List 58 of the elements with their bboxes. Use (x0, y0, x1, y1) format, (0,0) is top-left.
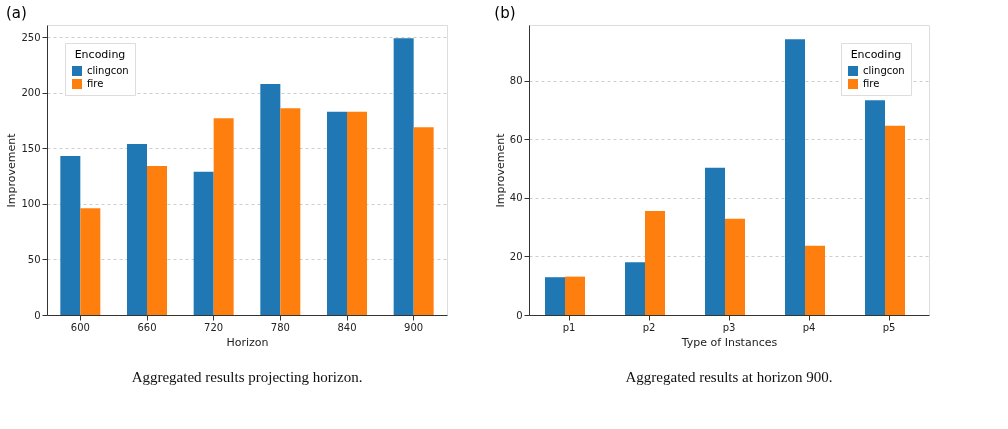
bar (805, 245, 825, 315)
bar (865, 100, 885, 315)
y-axis-title: Improvement (5, 132, 19, 208)
bar (327, 111, 347, 315)
y-axis-title: Improvement (493, 132, 507, 208)
bar (347, 111, 367, 315)
text: Aggregated results projecting horizon. (131, 369, 363, 385)
bar (885, 125, 905, 315)
bar (625, 262, 645, 315)
chart-title: (b) (494, 4, 516, 22)
legend-label: fire (863, 78, 880, 89)
bar (545, 277, 565, 315)
y-tick-label: 0 (516, 309, 523, 321)
x-tick-label: p4 (802, 321, 816, 333)
x-tick-label: 720 (204, 321, 224, 333)
y-tick-label: 100 (21, 198, 41, 210)
legend-title: Encoding (850, 48, 902, 61)
bar (785, 39, 805, 315)
bar (213, 118, 234, 315)
x-tick-label: 840 (337, 321, 357, 333)
bar (193, 171, 214, 315)
legend-label: clingcon (863, 65, 905, 76)
text: Aggregated results at horizon 900. (625, 369, 833, 385)
legend-title: Encoding (74, 48, 126, 61)
x-tick-label: p2 (642, 321, 656, 333)
bar (413, 127, 434, 315)
y-tick-label: 250 (21, 31, 41, 43)
bar (280, 108, 301, 315)
x-tick-label: 600 (70, 321, 90, 333)
y-tick-label: 20 (509, 250, 523, 262)
bar (565, 276, 585, 315)
bar (725, 218, 745, 315)
y-tick-label: 150 (21, 142, 41, 154)
x-tick-label: 780 (270, 321, 290, 333)
x-axis-title: Horizon (226, 335, 269, 349)
y-tick-label: 80 (509, 75, 523, 87)
x-tick-label: 660 (137, 321, 157, 333)
bar (147, 166, 167, 315)
bar (393, 38, 414, 315)
y-tick-label: 60 (509, 133, 523, 145)
bar (80, 208, 101, 315)
x-tick-label: p5 (882, 321, 896, 333)
y-tick-label: 50 (27, 253, 41, 265)
x-tick-label: p1 (562, 321, 576, 333)
legend-label: fire (87, 78, 104, 89)
bar (705, 167, 725, 315)
y-tick-label: 0 (34, 309, 41, 321)
y-tick-label: 40 (509, 192, 523, 204)
legend-label: clingcon (87, 65, 129, 76)
x-tick-label: 900 (404, 321, 424, 333)
x-tick-label: p3 (722, 321, 736, 333)
bar (645, 211, 665, 315)
chart-title: (a) (5, 4, 27, 22)
x-axis-title: Type of Instances (680, 335, 778, 349)
bar (260, 83, 281, 315)
bar (60, 156, 81, 315)
y-tick-label: 200 (21, 87, 41, 99)
bar (127, 143, 147, 315)
